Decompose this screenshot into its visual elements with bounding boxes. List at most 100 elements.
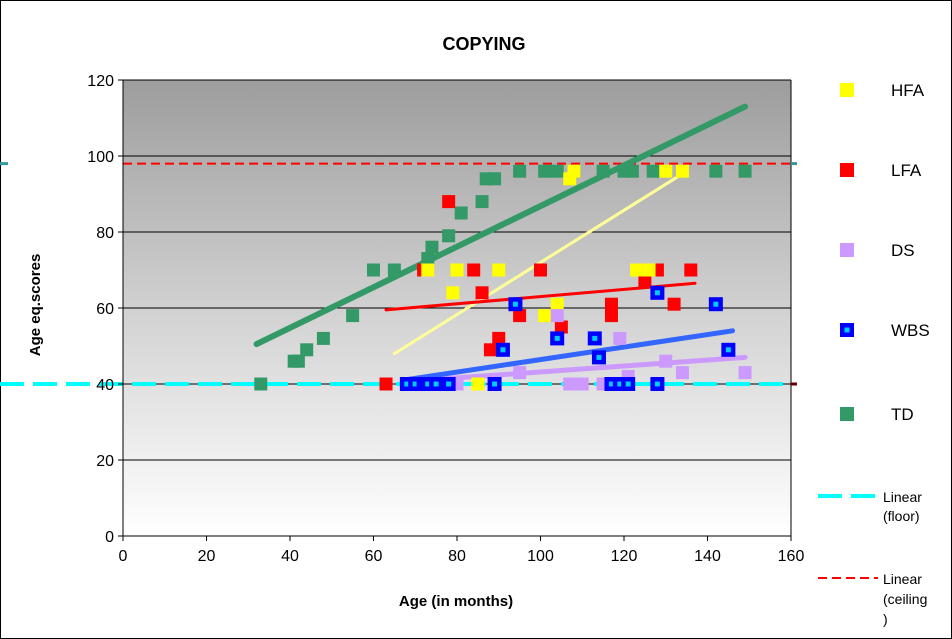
legend-marker-wbs-center bbox=[844, 327, 850, 333]
x-tick-label-7: 140 bbox=[694, 548, 721, 565]
point-wbs-center-10 bbox=[592, 335, 598, 341]
y-tick-label-6: 120 bbox=[87, 73, 114, 90]
point-wbs-center-4 bbox=[433, 381, 439, 387]
trendline-hfa bbox=[392, 169, 689, 356]
point-wbs-center-11 bbox=[596, 354, 602, 360]
point-lfa-10 bbox=[604, 309, 618, 323]
legend-label-td: TD bbox=[891, 405, 914, 424]
point-td-12 bbox=[475, 195, 489, 209]
legend-label-ds: DS bbox=[891, 241, 915, 260]
y-tick-label-2: 40 bbox=[96, 377, 114, 394]
x-tick-label-6: 120 bbox=[611, 548, 638, 565]
point-wbs-center-6 bbox=[492, 381, 498, 387]
point-lfa-15 bbox=[667, 297, 681, 311]
x-tick-label-2: 40 bbox=[281, 548, 299, 565]
point-td-7 bbox=[387, 263, 401, 277]
legend-label-floor-2: (floor) bbox=[883, 508, 920, 524]
point-td-9 bbox=[425, 240, 439, 254]
point-td-14 bbox=[488, 172, 502, 186]
point-lfa-2 bbox=[442, 195, 456, 209]
point-wbs-center-12 bbox=[608, 381, 614, 387]
point-ds-10 bbox=[675, 366, 689, 380]
y-tick-label-4: 80 bbox=[96, 225, 114, 242]
point-ds-3 bbox=[550, 309, 564, 323]
x-tick-label-8: 160 bbox=[778, 548, 805, 565]
point-lfa-3 bbox=[467, 263, 481, 277]
point-lfa-9 bbox=[554, 320, 568, 334]
legend-marker-ds bbox=[840, 243, 854, 257]
point-hfa-10 bbox=[630, 263, 644, 277]
y-tick-label-5: 100 bbox=[87, 149, 114, 166]
point-lfa-4 bbox=[475, 286, 489, 300]
point-ds-5 bbox=[575, 377, 589, 391]
point-hfa-8 bbox=[567, 164, 581, 178]
legend-label-lfa: LFA bbox=[891, 161, 922, 180]
point-wbs-center-13 bbox=[617, 381, 623, 387]
x-tick-labels: 0 20 40 60 80 100 120 140 160 bbox=[119, 536, 805, 565]
trendline-ds bbox=[421, 354, 748, 383]
y-tick-label-0: 0 bbox=[105, 529, 114, 546]
point-lfa-0 bbox=[379, 377, 393, 391]
point-hfa-13 bbox=[675, 164, 689, 178]
y-tick-label-1: 20 bbox=[96, 453, 114, 470]
point-lfa-6 bbox=[492, 331, 506, 345]
legend-label-ceiling-3: ) bbox=[883, 611, 888, 627]
point-hfa-2 bbox=[450, 263, 464, 277]
x-tick-label-1: 20 bbox=[198, 548, 216, 565]
point-wbs-center-8 bbox=[512, 301, 518, 307]
point-td-2 bbox=[291, 354, 305, 368]
point-td-3 bbox=[300, 343, 314, 357]
point-td-0 bbox=[254, 377, 268, 391]
point-td-23 bbox=[709, 164, 723, 178]
point-td-5 bbox=[346, 309, 360, 323]
point-wbs-center-17 bbox=[713, 301, 719, 307]
point-lfa-16 bbox=[684, 263, 698, 277]
point-td-19 bbox=[596, 164, 610, 178]
x-tick-label-0: 0 bbox=[119, 548, 128, 565]
point-td-15 bbox=[513, 164, 527, 178]
point-td-10 bbox=[442, 229, 456, 243]
point-td-8 bbox=[421, 252, 435, 266]
reference-lines bbox=[0, 162, 797, 386]
y-axis-title: Age eq.scores bbox=[27, 254, 44, 357]
point-lfa-5 bbox=[483, 343, 497, 357]
legend-marker-hfa bbox=[840, 83, 854, 97]
data-points bbox=[254, 164, 752, 391]
legend-marker-lfa bbox=[840, 163, 854, 177]
point-ds-11 bbox=[738, 366, 752, 380]
point-wbs-center-3 bbox=[425, 381, 431, 387]
point-wbs-center-5 bbox=[446, 381, 452, 387]
point-hfa-3 bbox=[471, 377, 485, 391]
point-hfa-0 bbox=[421, 263, 435, 277]
point-ds-7 bbox=[613, 331, 627, 345]
chart-title: COPYING bbox=[442, 34, 525, 54]
point-wbs-center-16 bbox=[654, 290, 660, 296]
legend-label-ceiling-2: (ceiling bbox=[883, 591, 927, 607]
legend-marker-td bbox=[840, 407, 854, 421]
y-tick-labels: 0 20 40 60 80 100 120 bbox=[87, 73, 123, 546]
point-wbs-center-18 bbox=[725, 347, 731, 353]
legend-label-wbs: WBS bbox=[891, 321, 930, 340]
legend-label-hfa: HFA bbox=[891, 81, 925, 100]
point-ds-2 bbox=[513, 366, 527, 380]
trendline-td bbox=[253, 103, 749, 348]
point-td-11 bbox=[454, 206, 468, 220]
point-td-17 bbox=[550, 164, 564, 178]
trendline-wbs bbox=[400, 328, 736, 383]
point-wbs-center-7 bbox=[500, 347, 506, 353]
point-lfa-8 bbox=[534, 263, 547, 277]
x-tick-label-4: 80 bbox=[448, 548, 466, 565]
point-lfa-13 bbox=[638, 274, 652, 288]
legend-label-floor: Linear bbox=[883, 489, 922, 505]
point-wbs-center-0 bbox=[404, 381, 410, 387]
x-axis-title: Age (in months) bbox=[399, 593, 513, 610]
point-td-4 bbox=[316, 331, 330, 345]
point-td-16 bbox=[538, 164, 552, 178]
point-hfa-5 bbox=[538, 309, 552, 323]
legend: HFA LFA DS WBS TD Linear (floor) Linear (ceiling… bbox=[818, 81, 930, 627]
point-wbs-center-9 bbox=[554, 335, 560, 341]
point-td-21 bbox=[625, 164, 639, 178]
x-tick-label-5: 100 bbox=[527, 548, 554, 565]
point-hfa-4 bbox=[492, 263, 506, 277]
point-hfa-6 bbox=[550, 297, 564, 311]
